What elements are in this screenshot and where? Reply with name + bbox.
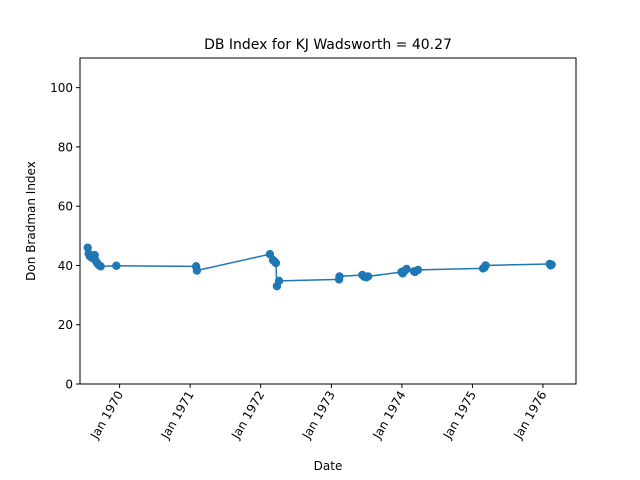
- y-tick-label: 100: [50, 81, 73, 95]
- data-point: [335, 272, 344, 281]
- data-point: [112, 261, 121, 270]
- data-point: [481, 261, 490, 270]
- data-point: [96, 262, 105, 271]
- data-point: [274, 276, 284, 286]
- data-point: [547, 260, 556, 269]
- data-point: [413, 265, 423, 275]
- data-point: [271, 258, 281, 268]
- y-tick-label: 20: [58, 318, 73, 332]
- chart-title: DB Index for KJ Wadsworth = 40.27: [204, 37, 452, 53]
- series-layer: [83, 243, 556, 291]
- x-axis-label: Date: [314, 459, 343, 473]
- y-tick-label: 40: [58, 259, 73, 273]
- y-tick-label: 0: [65, 378, 73, 392]
- data-point: [192, 266, 202, 275]
- data-point: [402, 264, 411, 274]
- y-tick-label: 80: [58, 140, 73, 154]
- y-axis-ticks: 0 20 40 60 80 100: [50, 81, 80, 392]
- y-axis-label: Don Bradman Index: [24, 161, 38, 281]
- axes-frame: [79, 57, 577, 385]
- data-point: [363, 272, 373, 281]
- y-tick-label: 60: [58, 200, 73, 214]
- plot-area: [80, 58, 576, 384]
